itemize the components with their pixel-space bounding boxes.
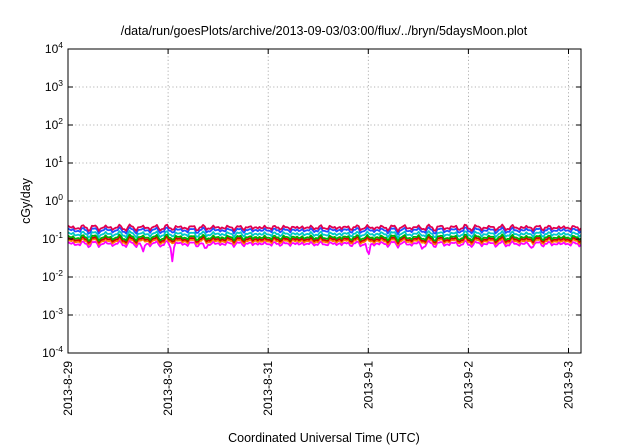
x-tick-label: 2013-8-31 [261, 361, 275, 416]
x-tick-label: 2013-9-2 [461, 361, 475, 409]
y-axis-label: cGy/day [19, 177, 33, 224]
y-tick-label: 104 [45, 40, 63, 56]
y-tick-label: 102 [45, 116, 63, 132]
x-tick-labels: 2013-8-29 2013-8-30 2013-8-31 2013-9-1 2013-… [61, 361, 575, 416]
x-tick-label: 2013-8-30 [161, 361, 175, 416]
ticks [67, 48, 581, 354]
chart-title: /data/run/goesPlots/archive/2013-09-03/0… [121, 24, 528, 38]
series-line [68, 230, 581, 239]
y-tick-label: 10-3 [42, 306, 63, 322]
y-tick-labels: 10-4 10-3 10-2 10-1 100 101 102 103 104 [42, 40, 63, 360]
x-tick-label: 2013-8-29 [61, 361, 75, 416]
y-tick-label: 100 [45, 192, 63, 208]
x-tick-label: 2013-9-1 [361, 361, 375, 409]
y-tick-label: 103 [45, 78, 63, 94]
series-line [68, 239, 581, 263]
series-line [68, 226, 581, 236]
series-line [68, 223, 581, 233]
y-tick-label: 10-2 [42, 268, 63, 284]
y-tick-label: 101 [45, 154, 63, 170]
series-group [68, 223, 581, 263]
x-axis-label: Coordinated Universal Time (UTC) [228, 431, 420, 445]
series-line [68, 233, 581, 243]
x-tick-label: 2013-9-3 [561, 361, 575, 409]
grid [67, 49, 581, 353]
series-line [68, 237, 581, 246]
y-tick-label: 10-4 [42, 344, 63, 360]
series-line [68, 235, 581, 245]
y-tick-label: 10-1 [42, 230, 63, 246]
